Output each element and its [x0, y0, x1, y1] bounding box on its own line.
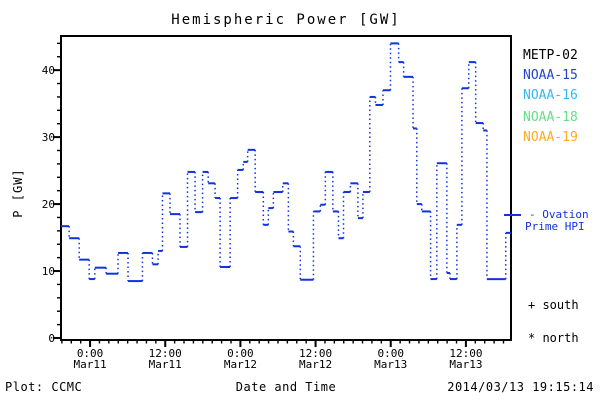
x-tick-label: 12:00 Mar12 — [281, 348, 351, 370]
x-tick-time: 12:00 — [299, 347, 333, 360]
legend-satellite-label: NOAA-16 — [523, 88, 578, 103]
plot-frame — [60, 35, 512, 341]
x-tick-time: 0:00 — [227, 347, 254, 360]
x-tick-time: 12:00 — [449, 347, 483, 360]
x-tick-date: Mar12 — [223, 358, 257, 371]
x-tick-label: 0:00 Mar11 — [55, 348, 125, 370]
x-tick-date: Mar13 — [374, 358, 408, 371]
y-tick-label: 10 — [41, 265, 55, 279]
x-tick-time: 12:00 — [148, 347, 182, 360]
x-tick-date: Mar11 — [73, 358, 107, 371]
x-tick-label: 12:00 Mar13 — [431, 348, 501, 370]
x-tick-label: 0:00 Mar13 — [356, 348, 426, 370]
legend-north-marker: * north — [528, 331, 579, 345]
legend-satellite-label: NOAA-15 — [523, 68, 578, 83]
y-tick-label: 40 — [41, 64, 55, 78]
x-tick-time: 0:00 — [377, 347, 404, 360]
x-tick-date: Mar11 — [148, 358, 182, 371]
y-tick-label: 0 — [48, 331, 55, 345]
y-tick-label: 20 — [41, 198, 55, 212]
legend-satellite-label: METP-02 — [523, 48, 578, 63]
x-tick-label: 0:00 Mar12 — [205, 348, 275, 370]
legend-satellite-label: NOAA-18 — [523, 110, 578, 125]
footer-plot-source: Plot: CCMC — [5, 380, 83, 394]
footer-timestamp: 2014/03/13 19:15:14 — [447, 380, 594, 394]
y-axis-title: P [GW] — [11, 168, 25, 218]
chart-title: Hemispheric Power [GW] — [171, 12, 401, 28]
x-tick-label: 12:00 Mar11 — [130, 348, 200, 370]
x-tick-date: Mar13 — [449, 358, 483, 371]
y-tick-label: 30 — [41, 131, 55, 145]
legend-south-marker: + south — [528, 298, 579, 312]
legend-ovation-line1: - Ovation — [529, 208, 589, 221]
legend-ovation-line2: Prime HPI — [525, 220, 585, 233]
x-tick-date: Mar12 — [299, 358, 333, 371]
legend-satellite-label: NOAA-19 — [523, 130, 578, 145]
x-tick-time: 0:00 — [76, 347, 104, 360]
x-axis-title: Date and Time — [235, 380, 337, 394]
